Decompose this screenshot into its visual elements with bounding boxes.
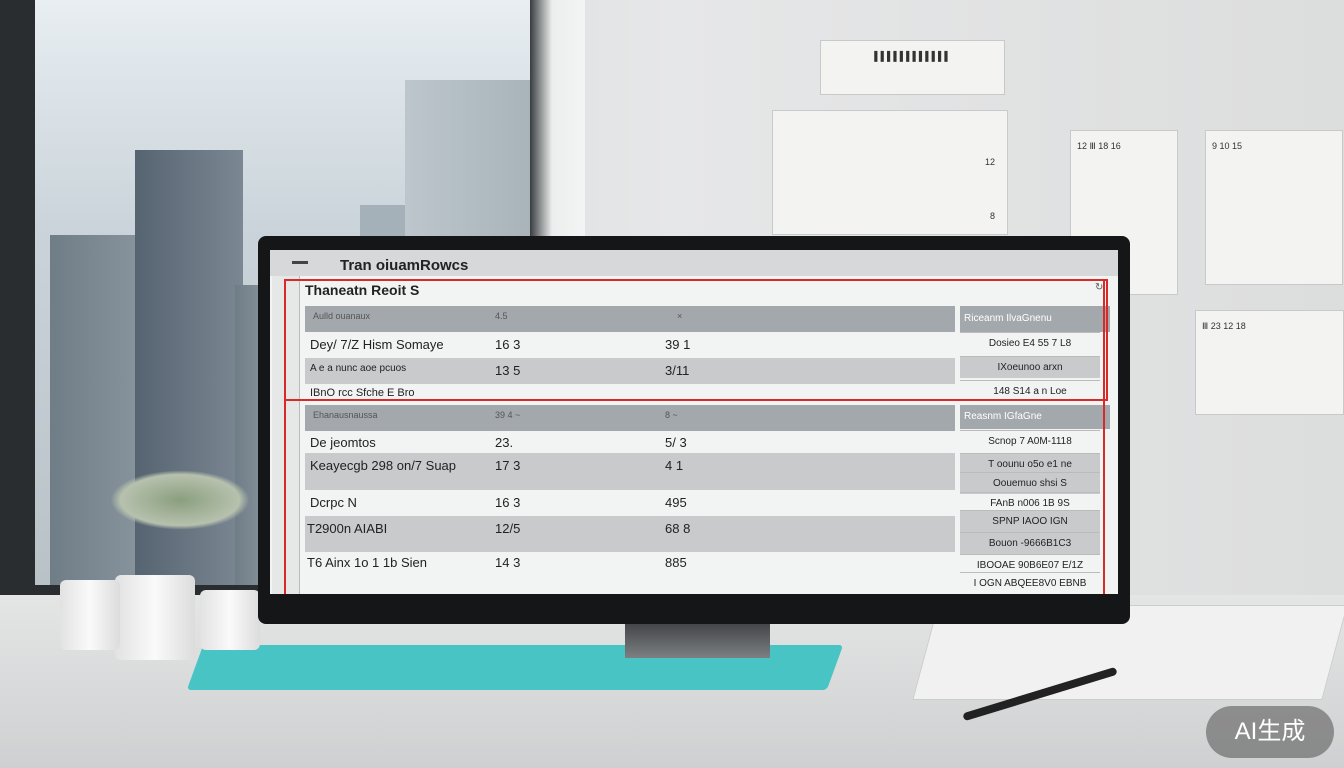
cell: De jeomtos bbox=[310, 435, 376, 450]
table-header: Ehanausnaussa 39 4 ~ 8 ~ bbox=[305, 405, 955, 431]
app-title: Tran oiuamRowcs bbox=[340, 257, 469, 274]
menu-icon[interactable] bbox=[292, 261, 308, 264]
cell: 5/ 3 bbox=[665, 435, 687, 450]
cell: 17 3 bbox=[495, 458, 521, 473]
cell: 16 3 bbox=[495, 337, 521, 352]
cell: Dey/ 7/Z Hism Somaye bbox=[310, 337, 444, 352]
right-panel-item[interactable]: Oouemuo shsi S bbox=[960, 472, 1100, 494]
monitor-stand bbox=[625, 618, 770, 658]
wall-calendar: 9 10 15 bbox=[1205, 130, 1343, 285]
right-panel-item[interactable]: Dosieo E4 55 7 L8 bbox=[960, 332, 1100, 354]
cell: Keayecgb 298 on/7 Suap bbox=[310, 458, 457, 473]
cell: T6 Ainx 1o 1 1b Sien bbox=[307, 555, 427, 570]
cell: 39 1 bbox=[665, 337, 691, 352]
right-panel-item[interactable]: 148 S14 a n Loe bbox=[960, 380, 1100, 402]
wall-strip-paper: ▌▌▌▌▌▌▌▌▌▌▌▌ bbox=[820, 40, 1005, 95]
right-panel-item[interactable]: IXoeunoo arxn bbox=[960, 356, 1100, 378]
wall-calendar: Ⅲ 23 12 18 bbox=[1195, 310, 1344, 415]
cell: Dcrpc N bbox=[310, 495, 357, 510]
cell: 68 8 bbox=[665, 521, 691, 536]
cell: 14 3 bbox=[495, 555, 521, 570]
watermark: AI生成 bbox=[1206, 706, 1334, 758]
right-panel-item[interactable]: Scnop 7 A0M-1118 bbox=[960, 430, 1100, 452]
calendar-text: 12 Ⅲ 18 16 bbox=[1077, 141, 1121, 151]
table-header: Aulld ouanaux 4.5 × bbox=[305, 306, 955, 332]
table-row[interactable]: T2900n AIABI 12/5 68 8 bbox=[305, 516, 955, 552]
right-panel-item[interactable]: I OGN ABQEE8V0 EBNB bbox=[960, 572, 1100, 594]
table-row[interactable]: De jeomtos 23. 5/ 3 bbox=[305, 430, 955, 456]
right-panel-item[interactable]: T oounu o5o e1 ne bbox=[960, 453, 1100, 475]
cell: 495 bbox=[665, 495, 687, 510]
column-header: 4.5 bbox=[495, 311, 508, 321]
sidebar bbox=[272, 276, 300, 594]
highlight-line bbox=[1103, 279, 1105, 594]
right-panel-item[interactable]: FAnB n006 1B 9S bbox=[960, 492, 1100, 514]
right-panel-header: Reasnm IGfaGne bbox=[960, 405, 1110, 429]
column-header: Ehanausnaussa bbox=[313, 410, 378, 420]
highlight-box bbox=[284, 279, 1108, 401]
right-panel-item[interactable]: Bouon -9666B1C3 bbox=[960, 532, 1100, 554]
note-text: 12 bbox=[984, 157, 995, 167]
cell: 13 5 bbox=[495, 363, 521, 378]
note-text: 8 bbox=[989, 211, 995, 221]
highlight-line bbox=[284, 279, 286, 594]
cell: 23. bbox=[495, 435, 514, 450]
refresh-icon[interactable]: ↻ bbox=[1095, 282, 1104, 293]
cell: 3/11 bbox=[665, 363, 690, 378]
panel-title: Thaneatn Reoit S bbox=[305, 282, 420, 298]
table-row[interactable]: Dcrpc N 16 3 495 bbox=[305, 490, 955, 516]
cup bbox=[60, 580, 120, 650]
calendar-text: 9 10 15 bbox=[1212, 141, 1243, 151]
cell: IBnO rcc Sfche E Bro bbox=[310, 387, 415, 399]
table-row[interactable]: IBnO rcc Sfche E Bro bbox=[305, 382, 955, 408]
cup bbox=[115, 575, 195, 660]
cell: 885 bbox=[665, 555, 687, 570]
table-row[interactable]: Keayecgb 298 on/7 Suap 17 3 4 1 bbox=[305, 453, 955, 490]
table-row[interactable]: T6 Ainx 1o 1 1b Sien 14 3 885 bbox=[305, 550, 955, 576]
column-header: 8 ~ bbox=[665, 410, 678, 420]
cell: A e a nunc aoe pcuos bbox=[310, 363, 407, 374]
cell: T2900n AIABI bbox=[307, 521, 388, 536]
title-bar: Tran oiuamRowcs bbox=[270, 250, 1118, 276]
wall-note: 12 8 15 8 bbox=[772, 110, 1008, 329]
cell: 4 1 bbox=[665, 458, 684, 473]
cell: 16 3 bbox=[495, 495, 521, 510]
monitor-screen: Tran oiuamRowcs Thaneatn Reoit S ↻ Aulld… bbox=[270, 250, 1118, 594]
cell: 12/5 bbox=[495, 521, 521, 536]
right-panel-item[interactable]: IBOOAE 90B6E07 E/1Z bbox=[960, 554, 1100, 576]
plant bbox=[110, 470, 250, 530]
column-header: Aulld ouanaux bbox=[313, 311, 371, 321]
table-row[interactable]: A e a nunc aoe pcuos 13 5 3/11 bbox=[305, 358, 955, 384]
right-panel-item[interactable]: SPNP IAOO IGN bbox=[960, 510, 1100, 532]
column-header: 39 4 ~ bbox=[495, 410, 521, 420]
cup bbox=[200, 590, 260, 650]
column-header: × bbox=[677, 311, 683, 321]
right-panel-header: Riceanm IlvaGnenu bbox=[960, 306, 1110, 332]
table-row[interactable]: Dey/ 7/Z Hism Somaye 16 3 39 1 bbox=[305, 332, 955, 358]
strip-text: ▌▌▌▌▌▌▌▌▌▌▌▌ bbox=[874, 51, 951, 61]
calendar-text: Ⅲ 23 12 18 bbox=[1202, 321, 1246, 331]
